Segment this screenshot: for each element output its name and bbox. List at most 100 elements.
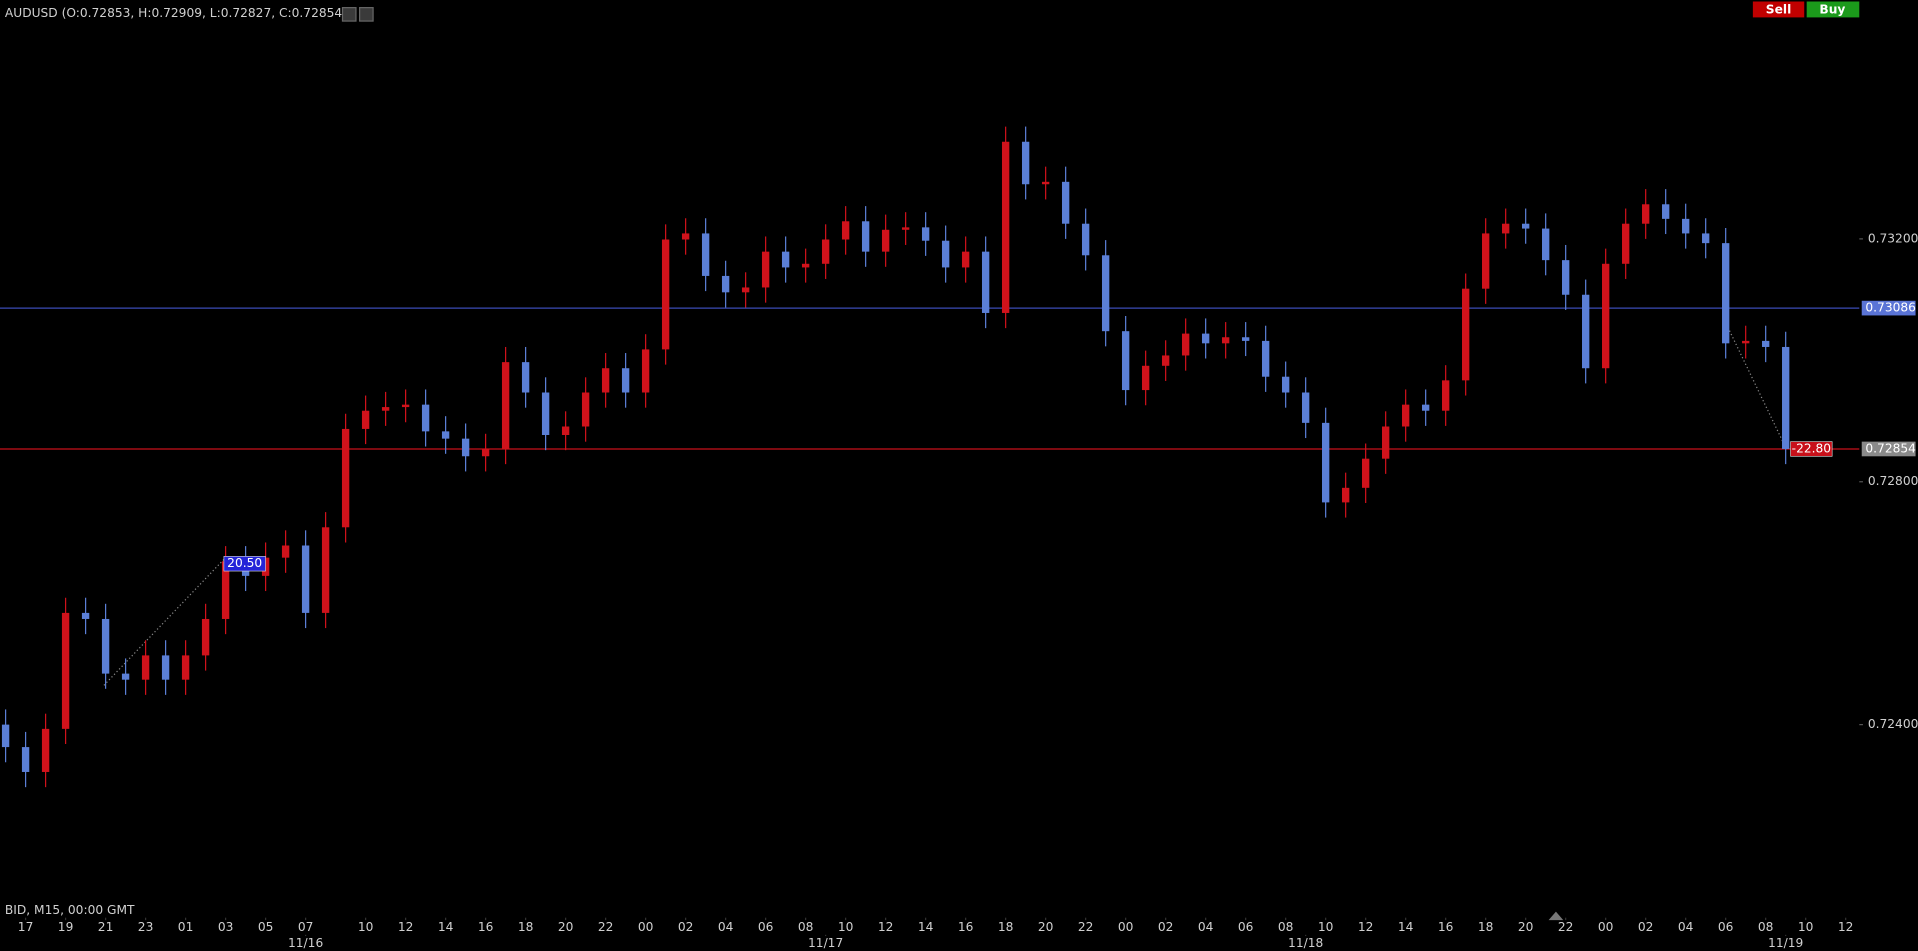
candle-body: [61, 612, 70, 729]
candle-body: [1562, 260, 1570, 295]
date-label: 11/19: [1768, 936, 1803, 950]
candle-body: [701, 233, 710, 276]
x-tick-label: 22: [1558, 920, 1574, 934]
x-tick-label: 22: [598, 920, 614, 934]
x-tick-label: 10: [1318, 920, 1334, 934]
candle-body: [1501, 223, 1510, 234]
buy-label[interactable]: Buy: [1819, 3, 1845, 17]
candle-body: [1762, 340, 1770, 347]
candle-body: [321, 527, 330, 613]
x-tick-label: 12: [398, 920, 414, 934]
x-tick-label: 06: [758, 920, 774, 934]
candle-body: [1662, 204, 1670, 219]
x-tick-label: 04: [1198, 920, 1214, 934]
candle-body: [41, 728, 50, 772]
x-tick-label: 14: [438, 920, 454, 934]
order-label-bg: [223, 556, 266, 572]
x-tick-label: 19: [58, 920, 74, 934]
x-tick-label: 00: [638, 920, 654, 934]
x-tick-label: 04: [718, 920, 734, 934]
candle-body: [1021, 141, 1030, 185]
order-label: 20.50: [227, 556, 262, 570]
y-tick-label: 0.72800: [1868, 474, 1918, 488]
candle-body: [1161, 355, 1170, 366]
x-tick-label: 06: [1238, 920, 1254, 934]
candle-body: [1301, 392, 1310, 423]
candle-body: [821, 239, 830, 264]
price-line-label: 0.73086: [1865, 301, 1916, 315]
candle-body: [1522, 223, 1530, 229]
candle-body: [1261, 340, 1270, 377]
candle-body: [1602, 263, 1610, 369]
candle-body: [181, 655, 190, 680]
candle-body: [1181, 333, 1190, 356]
candle-body: [1542, 228, 1550, 261]
x-tick-label: 16: [958, 920, 974, 934]
candle-body: [201, 618, 210, 656]
candle-body: [521, 362, 530, 393]
candle-body: [1642, 204, 1650, 224]
candle-body: [501, 362, 510, 449]
candle-body: [1481, 233, 1490, 289]
candle-body: [1361, 458, 1370, 488]
x-tick-label: 08: [798, 920, 814, 934]
x-tick-label: 17: [18, 920, 34, 934]
candle-body: [601, 368, 610, 393]
close-icon[interactable]: [359, 7, 374, 22]
x-tick-label: 08: [1278, 920, 1294, 934]
settings-icon[interactable]: [341, 7, 357, 22]
candle-body: [421, 404, 430, 432]
date-label: 11/16: [288, 936, 323, 950]
x-tick-label: 08: [1758, 920, 1774, 934]
candle-body: [801, 263, 810, 268]
x-tick-label: 05: [258, 920, 274, 934]
candle-body: [1061, 181, 1070, 224]
x-tick-label: 10: [838, 920, 854, 934]
x-tick-label: 21: [98, 920, 114, 934]
x-tick-label: 18: [1478, 920, 1494, 934]
candle-body: [1201, 333, 1210, 344]
candle-body: [1081, 223, 1090, 256]
candle-body: [1421, 404, 1430, 411]
candle-body: [781, 251, 790, 268]
candle-body: [941, 240, 950, 268]
x-tick-label: 18: [518, 920, 534, 934]
sell-label[interactable]: Sell: [1766, 3, 1791, 17]
x-tick-label: 16: [478, 920, 494, 934]
candle-body: [1441, 380, 1450, 411]
candle-body: [1221, 337, 1230, 344]
price-line-label-bg: [1861, 441, 1916, 457]
candle-body: [441, 431, 450, 439]
candle-body: [1341, 487, 1350, 503]
candle-body: [1582, 294, 1590, 369]
candle-body: [461, 438, 470, 457]
candle-body: [1321, 422, 1330, 503]
x-tick-label: 22: [1078, 920, 1094, 934]
sell-button-bg[interactable]: [1752, 1, 1805, 18]
scroll-marker[interactable]: [1548, 911, 1564, 921]
footer-info: BID, M15, 00:00 GMT: [5, 903, 135, 917]
buy-button[interactable]: Buy: [1806, 1, 1860, 18]
candle-body: [881, 229, 890, 252]
candle-body: [1001, 141, 1010, 313]
candle-body: [1381, 426, 1390, 459]
candle-body: [341, 428, 350, 528]
y-tick-label: 0.73200: [1868, 231, 1918, 245]
candle-body: [1141, 365, 1150, 391]
x-tick-label: 12: [1358, 920, 1374, 934]
candle-body: [1041, 181, 1050, 185]
candle-body: [1722, 243, 1730, 344]
candle-body: [1782, 346, 1790, 449]
x-tick-label: 04: [1678, 920, 1694, 934]
candle-body: [21, 747, 30, 772]
buy-button-bg[interactable]: [1806, 1, 1860, 18]
candle-body: [141, 655, 150, 680]
candle-body: [101, 618, 110, 674]
candle-body: [81, 612, 90, 619]
sell-button[interactable]: Sell: [1752, 1, 1805, 18]
x-tick-label: 16: [1438, 920, 1454, 934]
candle-body: [1281, 376, 1290, 393]
candle-body: [721, 275, 730, 293]
x-tick-label: 10: [358, 920, 374, 934]
